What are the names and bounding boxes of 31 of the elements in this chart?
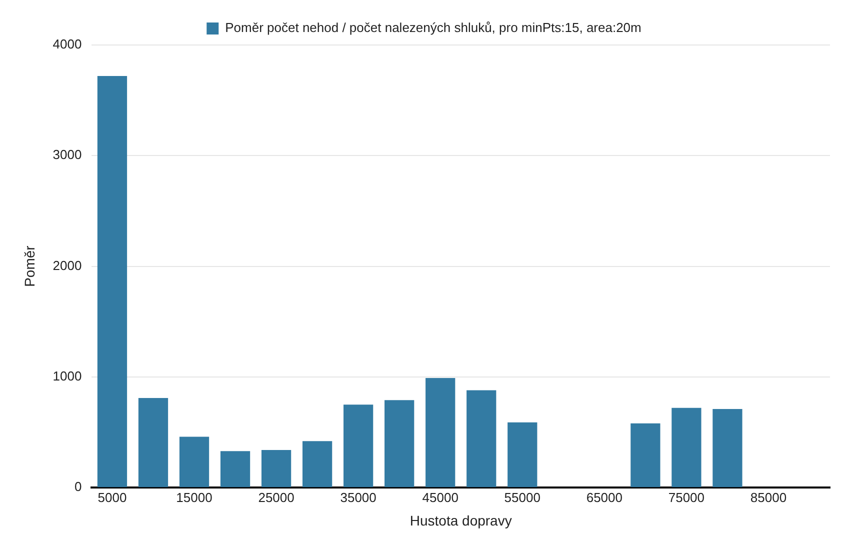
legend-label: Poměr počet nehod / počet nalezených shluků, pro minPts:15, area:20m bbox=[225, 20, 642, 36]
x-tick-label: 65000 bbox=[586, 490, 622, 505]
bar bbox=[344, 404, 374, 488]
y-tick-label: 1000 bbox=[52, 368, 82, 384]
bar bbox=[384, 400, 414, 488]
x-tick-label: 25000 bbox=[258, 490, 294, 505]
bar bbox=[179, 436, 210, 488]
x-tick-label: 75000 bbox=[668, 490, 705, 505]
bar bbox=[672, 408, 702, 488]
bar bbox=[302, 441, 332, 488]
y-tick-label: 3000 bbox=[52, 147, 82, 162]
y-tick-label: 4000 bbox=[52, 36, 82, 52]
x-tick-label: 45000 bbox=[422, 490, 458, 505]
bar bbox=[261, 450, 292, 488]
bar bbox=[630, 423, 660, 488]
bar bbox=[138, 398, 168, 488]
y-axis-title: Poměr bbox=[21, 245, 38, 287]
bar bbox=[466, 390, 496, 488]
x-tick-label: 35000 bbox=[340, 490, 376, 505]
y-tick-label: 2000 bbox=[52, 258, 82, 273]
bar bbox=[712, 409, 742, 488]
bar bbox=[97, 76, 128, 488]
bar bbox=[508, 422, 538, 488]
x-tick-label: 5000 bbox=[98, 490, 127, 505]
x-tick-label: 55000 bbox=[504, 490, 540, 505]
bar bbox=[426, 378, 456, 488]
y-tick-label: 0 bbox=[74, 479, 82, 494]
bar bbox=[220, 451, 250, 488]
x-axis-title: Hustota dopravy bbox=[410, 512, 512, 528]
x-tick-label: 85000 bbox=[750, 490, 787, 505]
x-tick-label: 15000 bbox=[176, 490, 212, 505]
